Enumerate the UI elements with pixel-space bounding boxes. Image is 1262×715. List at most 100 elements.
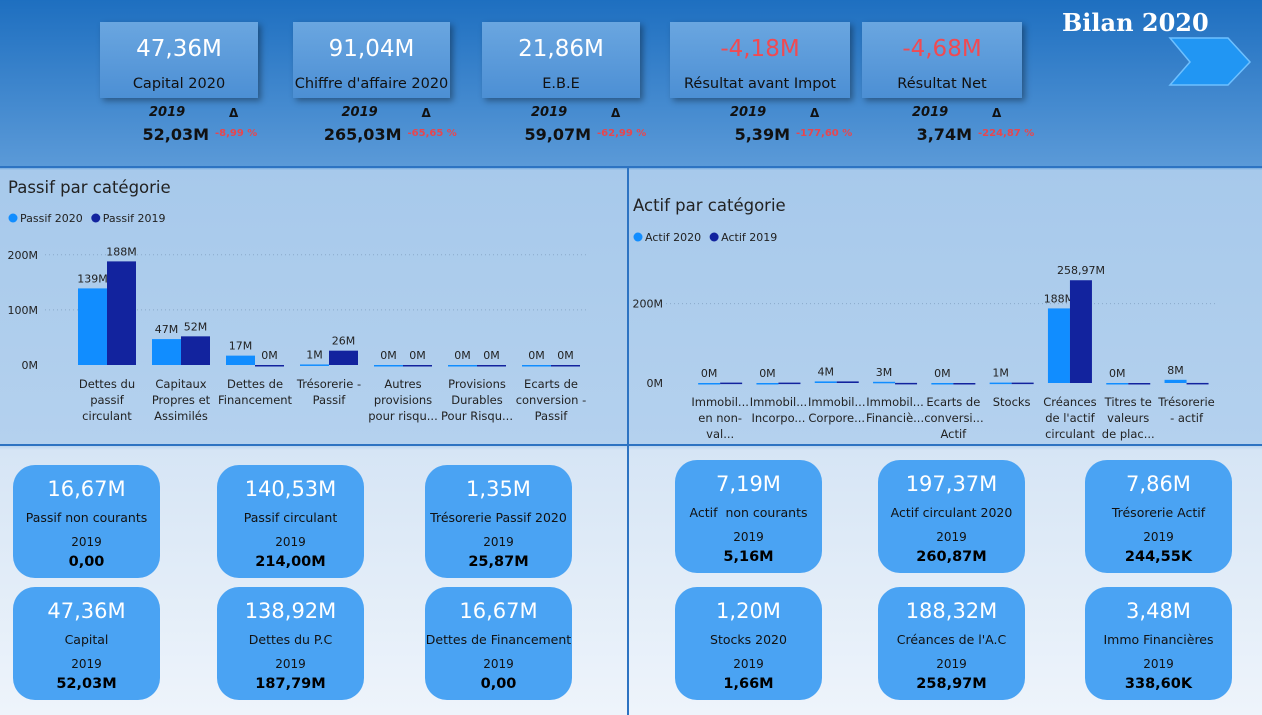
kpi-label: Résultat Net <box>897 76 987 92</box>
kpi-label: Résultat avant Impot <box>684 76 836 92</box>
card-prev: 1,66M <box>723 676 774 692</box>
kpi-box: 91,04M Chiffre d'affaire 2020 <box>293 22 450 98</box>
bar <box>1128 383 1151 385</box>
legend-marker <box>633 232 643 242</box>
bar <box>181 336 210 365</box>
bar <box>778 382 801 385</box>
kpi-value: 91,04M <box>328 36 415 62</box>
data-label: 258,97M <box>1057 264 1105 277</box>
kpi-card: 16,67M Passif non courants 2019 0,00 <box>13 465 160 578</box>
card-prev-label: 2019 <box>71 657 102 671</box>
bar <box>989 382 1012 385</box>
data-label: 3M <box>876 366 893 379</box>
kpi-box: -4,18M Résultat avant Impot <box>670 22 850 98</box>
legend-marker <box>709 232 719 242</box>
card-prev: 260,87M <box>916 549 987 565</box>
x-tick-label: Stocks <box>992 395 1031 409</box>
card-prev-label: 2019 <box>1143 657 1174 671</box>
card-prev: 258,97M <box>916 676 987 692</box>
kpi-prev-label: 2019 <box>531 105 568 120</box>
card-prev: 338,60K <box>1124 676 1193 692</box>
kpi-prev: 52,03M <box>142 125 209 144</box>
y-tick-label: 0M <box>22 359 39 372</box>
card-value: 3,48M <box>1126 599 1191 623</box>
data-label: 26M <box>332 335 356 348</box>
card-label: Actif non courants <box>689 505 808 520</box>
kpi-card: 140,53M Passif circulant 2019 214,00M <box>217 465 364 578</box>
data-label: 0M <box>557 349 574 362</box>
kpi-prev: 59,07M <box>524 125 591 144</box>
card-prev-label: 2019 <box>71 535 102 549</box>
card-label: Créances de l'A.C <box>896 632 1007 647</box>
card-prev: 0,00 <box>68 554 105 570</box>
legend-marker <box>8 213 18 223</box>
kpi-prev: 265,03M <box>323 125 402 144</box>
x-tick-label: Créances de l'actif circulant <box>1043 395 1097 441</box>
kpi-prev-label: 2019 <box>912 105 949 120</box>
data-label: 139M <box>77 272 108 285</box>
card-prev-label: 2019 <box>275 535 306 549</box>
kpi-value: -4,18M <box>720 36 800 62</box>
card-prev-label: 2019 <box>733 657 764 671</box>
data-label: 8M <box>1167 364 1184 377</box>
data-label: 1M <box>992 367 1009 380</box>
card-prev: 214,00M <box>255 554 326 570</box>
data-label: 188M <box>106 245 137 258</box>
kpi-box: -4,68M Résultat Net <box>862 22 1022 98</box>
kpi-prev-label: 2019 <box>341 105 378 120</box>
bar <box>1011 382 1034 385</box>
card-prev-label: 2019 <box>936 657 967 671</box>
bar <box>836 381 859 383</box>
x-tick-label: Immobil... Corpore... <box>807 395 866 425</box>
legend-label: Actif 2019 <box>721 231 777 244</box>
bar <box>403 365 432 367</box>
kpi-card: 7,19M Actif non courants 2019 5,16M <box>675 460 822 573</box>
card-label: Actif circulant 2020 <box>890 505 1013 520</box>
card-prev-label: 2019 <box>275 657 306 671</box>
data-label: 1M <box>306 348 323 361</box>
card-value: 197,37M <box>905 472 998 496</box>
card-label: Dettes de Financement <box>425 632 572 647</box>
card-value: 47,36M <box>47 599 126 623</box>
kpi-card: 7,86M Trésorerie Actif 2019 244,55K <box>1085 460 1232 573</box>
card-value: 1,20M <box>716 599 781 623</box>
bar <box>374 365 403 367</box>
data-label: 4M <box>818 365 835 378</box>
legend-label: Passif 2019 <box>103 212 166 225</box>
data-label: 0M <box>1109 367 1126 380</box>
bar <box>931 383 954 385</box>
data-label: 0M <box>934 367 951 380</box>
card-prev-label: 2019 <box>1143 530 1174 544</box>
kpi-label: Capital 2020 <box>132 76 226 92</box>
kpi-value: 21,86M <box>518 36 604 62</box>
kpi-delta-label: Δ <box>611 106 621 120</box>
kpi-delta: -8,99 % <box>215 128 258 139</box>
x-tick-label: Trésorerie - actif <box>1158 395 1215 425</box>
data-label: 0M <box>454 349 471 362</box>
card-prev: 0,00 <box>480 676 517 692</box>
bar <box>1186 382 1209 385</box>
bar <box>300 364 329 366</box>
data-label: 0M <box>380 349 397 362</box>
kpi-delta-label: Δ <box>992 106 1002 120</box>
x-tick-label: Dettes de Financement <box>218 377 293 407</box>
kpi-box: 21,86M E.B.E <box>482 22 640 98</box>
kpi-prev: 5,39M <box>734 125 790 144</box>
kpi-card: 188,32M Créances de l'A.C 2019 258,97M <box>878 587 1025 700</box>
page-title: Bilan 2020 <box>1062 8 1209 37</box>
data-label: 17M <box>229 340 253 353</box>
data-label: 52M <box>184 320 208 333</box>
x-tick-label: Immobil... Incorpo... <box>749 395 808 425</box>
legend-marker <box>91 213 101 223</box>
chart-title: Actif par catégorie <box>633 196 786 215</box>
y-tick-label: 100M <box>8 304 39 317</box>
kpi-prev-label: 2019 <box>730 105 767 120</box>
kpi-card: 1,20M Stocks 2020 2019 1,66M <box>675 587 822 700</box>
card-prev: 52,03M <box>56 676 117 692</box>
nav-arrow[interactable] <box>1168 37 1252 86</box>
divider <box>0 444 1262 446</box>
card-value: 140,53M <box>244 477 337 501</box>
x-tick-label: Immobil... en non-val... <box>691 395 749 441</box>
kpi-card: 16,67M Dettes de Financement 2019 0,00 <box>425 587 572 700</box>
